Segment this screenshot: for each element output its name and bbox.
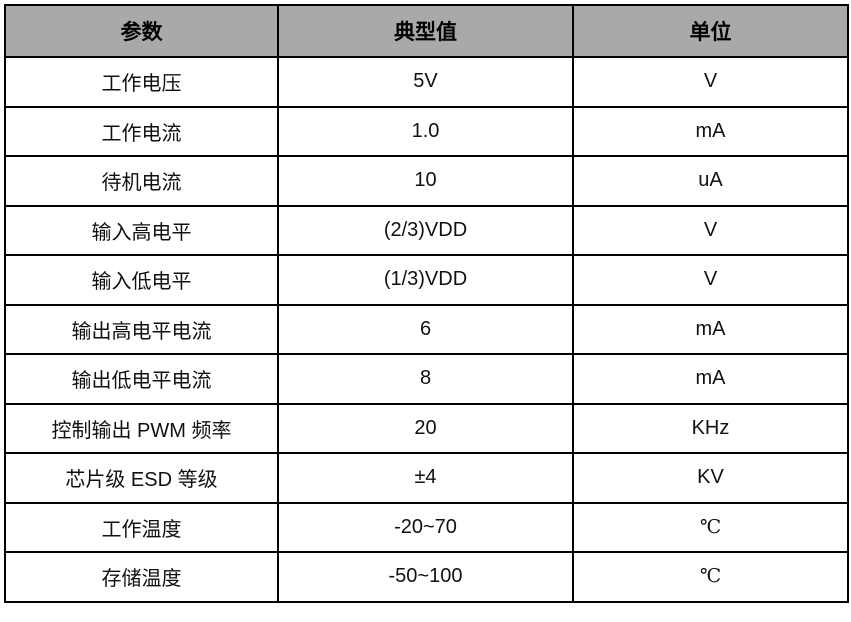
spec-table: 参数 典型值 单位 工作电压 5V V 工作电流 1.0 mA 待机电流 10 …: [4, 4, 849, 603]
table-row: 输入高电平 (2/3)VDD V: [4, 204, 849, 256]
unit-cell: mA: [572, 105, 849, 157]
table-row: 存储温度 -50~100 ℃: [4, 551, 849, 603]
table-row: 工作电压 5V V: [4, 56, 849, 108]
typical-cell: -20~70: [277, 501, 574, 553]
table-row: 输出高电平电流 6 mA: [4, 303, 849, 355]
param-cell: 工作电流: [4, 105, 279, 157]
unit-cell: ℃: [572, 551, 849, 603]
unit-cell: KHz: [572, 402, 849, 454]
table-row: 待机电流 10 uA: [4, 155, 849, 207]
typical-cell: 6: [277, 303, 574, 355]
param-cell: 工作电压: [4, 56, 279, 108]
table-row: 工作电流 1.0 mA: [4, 105, 849, 157]
column-header-typical: 典型值: [277, 4, 574, 58]
typical-cell: 8: [277, 353, 574, 405]
typical-cell: 20: [277, 402, 574, 454]
unit-cell: V: [572, 254, 849, 306]
param-cell: 输入低电平: [4, 254, 279, 306]
unit-cell: V: [572, 204, 849, 256]
unit-cell: mA: [572, 303, 849, 355]
param-cell: 待机电流: [4, 155, 279, 207]
column-header-unit: 单位: [572, 4, 849, 58]
unit-cell: uA: [572, 155, 849, 207]
typical-cell: (1/3)VDD: [277, 254, 574, 306]
param-cell: 输入高电平: [4, 204, 279, 256]
param-cell: 输出低电平电流: [4, 353, 279, 405]
typical-cell: (2/3)VDD: [277, 204, 574, 256]
param-cell: 工作温度: [4, 501, 279, 553]
typical-cell: 5V: [277, 56, 574, 108]
unit-cell: KV: [572, 452, 849, 504]
param-cell: 存储温度: [4, 551, 279, 603]
typical-cell: ±4: [277, 452, 574, 504]
table-row: 控制输出 PWM 频率 20 KHz: [4, 402, 849, 454]
param-cell: 芯片级 ESD 等级: [4, 452, 279, 504]
param-cell: 输出高电平电流: [4, 303, 279, 355]
unit-cell: ℃: [572, 501, 849, 553]
table-row: 工作温度 -20~70 ℃: [4, 501, 849, 553]
param-cell: 控制输出 PWM 频率: [4, 402, 279, 454]
typical-cell: 10: [277, 155, 574, 207]
typical-cell: 1.0: [277, 105, 574, 157]
unit-cell: V: [572, 56, 849, 108]
table-row: 芯片级 ESD 等级 ±4 KV: [4, 452, 849, 504]
table-row: 输出低电平电流 8 mA: [4, 353, 849, 405]
table-row: 输入低电平 (1/3)VDD V: [4, 254, 849, 306]
typical-cell: -50~100: [277, 551, 574, 603]
header-row: 参数 典型值 单位: [4, 4, 849, 58]
unit-cell: mA: [572, 353, 849, 405]
column-header-param: 参数: [4, 4, 279, 58]
